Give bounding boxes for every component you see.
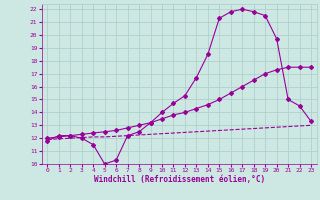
X-axis label: Windchill (Refroidissement éolien,°C): Windchill (Refroidissement éolien,°C) xyxy=(94,175,265,184)
